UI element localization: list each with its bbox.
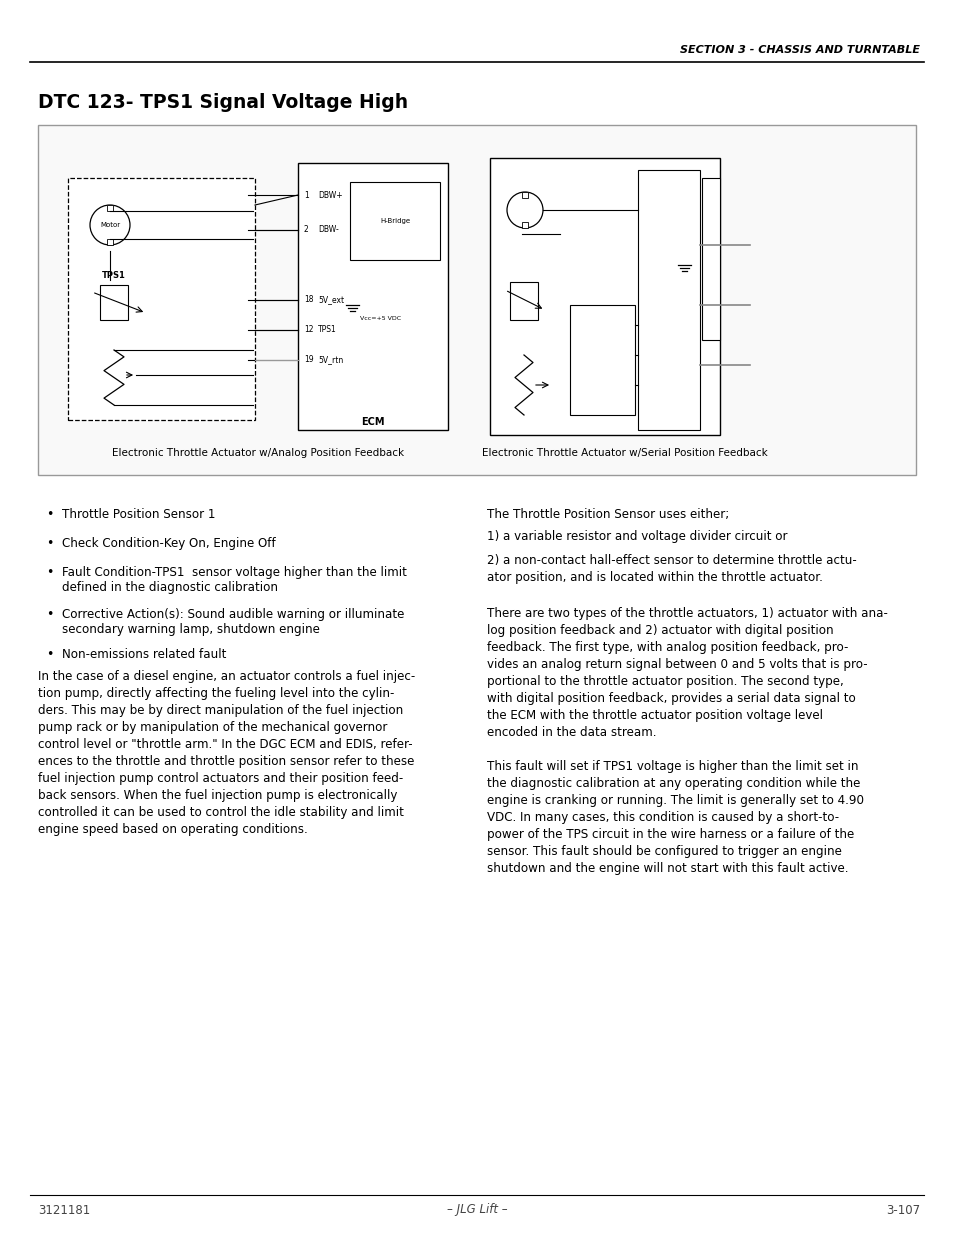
Text: Check Condition-Key On, Engine Off: Check Condition-Key On, Engine Off	[62, 537, 275, 550]
Text: Electronic Throttle Actuator w/Analog Position Feedback: Electronic Throttle Actuator w/Analog Po…	[112, 448, 404, 458]
Text: 5V_ext: 5V_ext	[317, 295, 344, 305]
Text: TPS1: TPS1	[102, 270, 126, 279]
Text: Throttle Position Sensor 1: Throttle Position Sensor 1	[62, 508, 215, 521]
Text: ECM: ECM	[361, 417, 384, 427]
Circle shape	[506, 191, 542, 228]
Text: 2: 2	[304, 226, 309, 235]
Text: 5V_rtn: 5V_rtn	[317, 356, 343, 364]
Bar	[569, 305, 635, 415]
Bar	[490, 158, 720, 435]
Text: The Throttle Position Sensor uses either;: The Throttle Position Sensor uses either…	[486, 508, 728, 521]
Text: 12: 12	[304, 326, 314, 335]
Bar	[521, 222, 527, 228]
Bar	[107, 205, 112, 211]
Bar	[701, 178, 720, 340]
Text: H-Bridge: H-Bridge	[379, 219, 410, 224]
Text: •: •	[46, 566, 53, 579]
Text: DBW-: DBW-	[317, 226, 338, 235]
Text: 1) a variable resistor and voltage divider circuit or: 1) a variable resistor and voltage divid…	[486, 530, 786, 543]
Text: TPS1: TPS1	[317, 326, 336, 335]
Text: There are two types of the throttle actuators, 1) actuator with ana-
log positio: There are two types of the throttle actu…	[486, 606, 887, 739]
Text: Electronic Throttle Actuator w/Serial Position Feedback: Electronic Throttle Actuator w/Serial Po…	[481, 448, 767, 458]
Text: 1: 1	[304, 190, 309, 200]
Bar	[638, 170, 700, 430]
Text: •: •	[46, 537, 53, 550]
Text: DBW+: DBW+	[317, 190, 342, 200]
Text: DTC 123- TPS1 Signal Voltage High: DTC 123- TPS1 Signal Voltage High	[38, 94, 408, 112]
Text: 3121181: 3121181	[38, 1203, 91, 1216]
Text: Corrective Action(s): Sound audible warning or illuminate
secondary warning lamp: Corrective Action(s): Sound audible warn…	[62, 608, 404, 636]
Text: 18: 18	[304, 295, 314, 305]
Text: Fault Condition-TPS1  sensor voltage higher than the limit
defined in the diagno: Fault Condition-TPS1 sensor voltage high…	[62, 566, 406, 594]
Bar	[297, 163, 448, 430]
Text: •: •	[46, 608, 53, 621]
Bar	[510, 282, 537, 320]
Text: •: •	[46, 648, 53, 661]
Text: 2) a non-contact hall-effect sensor to determine throttle actu-
ator position, a: 2) a non-contact hall-effect sensor to d…	[486, 555, 856, 584]
Bar	[350, 182, 439, 261]
Bar	[521, 191, 527, 198]
Bar	[68, 178, 254, 420]
Text: •: •	[46, 508, 53, 521]
Text: 3-107: 3-107	[885, 1203, 919, 1216]
Text: 19: 19	[304, 356, 314, 364]
Text: – JLG Lift –: – JLG Lift –	[446, 1203, 507, 1216]
Text: In the case of a diesel engine, an actuator controls a fuel injec-
tion pump, di: In the case of a diesel engine, an actua…	[38, 671, 415, 836]
Text: Vcc=+5 VDC: Vcc=+5 VDC	[359, 315, 400, 321]
Bar	[38, 125, 915, 475]
Text: This fault will set if TPS1 voltage is higher than the limit set in
the diagnost: This fault will set if TPS1 voltage is h…	[486, 760, 863, 876]
Text: Motor: Motor	[100, 222, 120, 228]
Bar	[100, 285, 128, 320]
Bar	[107, 240, 112, 245]
Text: SECTION 3 - CHASSIS AND TURNTABLE: SECTION 3 - CHASSIS AND TURNTABLE	[679, 44, 919, 56]
Circle shape	[90, 205, 130, 245]
Text: Non-emissions related fault: Non-emissions related fault	[62, 648, 226, 661]
